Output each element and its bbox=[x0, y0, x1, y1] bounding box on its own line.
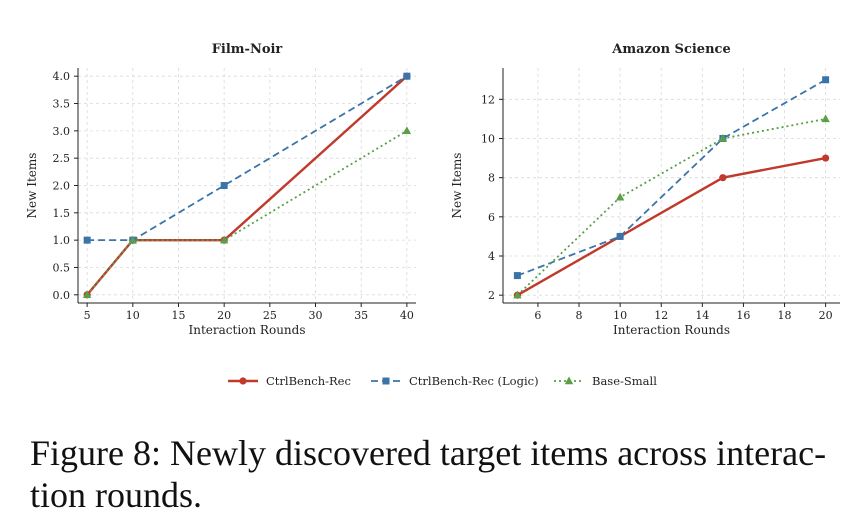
legend-label-base-small: Base-Small bbox=[592, 374, 657, 388]
x-tick-label: 10 bbox=[126, 309, 140, 322]
y-axis-label: New Items bbox=[450, 153, 464, 219]
y-tick-label: 6 bbox=[488, 211, 495, 224]
y-tick-label: 0.0 bbox=[53, 289, 71, 302]
data-point-ctrlbench-rec-logic bbox=[513, 272, 521, 280]
data-point-base-small bbox=[219, 235, 229, 244]
data-point-ctrlbench-rec-logic bbox=[822, 76, 830, 84]
data-point-base-small bbox=[82, 290, 92, 299]
x-tick-label: 20 bbox=[217, 309, 231, 322]
y-tick-label: 2.0 bbox=[53, 180, 71, 193]
data-point-base-small bbox=[821, 114, 830, 123]
data-point-base-small bbox=[513, 290, 522, 299]
series-line-ctrlbench-rec-logic bbox=[87, 75, 408, 242]
legend-marker-ctrlbench-rec bbox=[239, 377, 247, 385]
data-point-base-small bbox=[615, 192, 625, 201]
y-tick-label: 3.0 bbox=[53, 125, 71, 138]
y-tick-label: 1.5 bbox=[53, 207, 71, 220]
data-point-ctrlbench-rec-logic bbox=[83, 236, 91, 244]
data-point-ctrlbench-rec-logic bbox=[403, 72, 411, 80]
x-tick-label: 40 bbox=[400, 309, 414, 322]
data-point-base-small bbox=[128, 235, 138, 244]
x-tick-label: 16 bbox=[736, 309, 750, 322]
x-tick-label: 15 bbox=[171, 309, 185, 322]
figure-canvas: 5 10 15 20 25 30 35 40 0.0 0.5 1.0 1.5 2.0 2.5 3.0 3.5 4… bbox=[25, 42, 840, 388]
caption-line-1: Figure 8: Newly discovered target items … bbox=[30, 433, 827, 473]
series-line-ctrlbench-rec-logic bbox=[517, 78, 827, 277]
chart-title: Amazon Science bbox=[611, 42, 730, 57]
data-point-base-small bbox=[402, 126, 412, 135]
y-tick-label: 10 bbox=[481, 133, 495, 146]
legend-label-ctrlbench-rec: CtrlBench-Rec bbox=[266, 374, 351, 388]
x-tick-label: 14 bbox=[695, 309, 709, 322]
data-point-ctrlbench-rec-logic bbox=[616, 232, 624, 240]
y-tick-label: 8 bbox=[488, 172, 495, 185]
x-tick-label: 30 bbox=[309, 309, 323, 322]
figure-caption: Figure 8: Newly discovered target items … bbox=[30, 432, 860, 516]
series-line-base-small bbox=[516, 118, 826, 296]
x-tick-label: 20 bbox=[819, 309, 833, 322]
x-tick-label: 6 bbox=[534, 309, 541, 322]
panel-film-noir: 5 10 15 20 25 30 35 40 0.0 0.5 1.0 1.5 2.0 2.5 3.0 3.5 4… bbox=[25, 42, 416, 337]
x-tick-label: 5 bbox=[84, 309, 91, 322]
y-tick-label: 0.5 bbox=[53, 261, 71, 274]
data-point-ctrlbench-rec bbox=[719, 174, 727, 182]
chart-title: Film-Noir bbox=[212, 42, 283, 57]
y-tick-label: 1.0 bbox=[53, 234, 71, 247]
y-tick-label: 12 bbox=[481, 93, 495, 106]
y-tick-label: 4.0 bbox=[53, 70, 71, 83]
series-line-ctrlbench-rec bbox=[516, 156, 826, 297]
x-axis-label: Interaction Rounds bbox=[613, 323, 730, 337]
x-tick-label: 8 bbox=[576, 309, 583, 322]
caption-line-2: tion rounds. bbox=[30, 475, 203, 515]
y-axis-label: New Items bbox=[25, 153, 39, 219]
y-tick-label: 3.5 bbox=[53, 98, 71, 111]
y-tick-label: 4 bbox=[488, 250, 495, 263]
legend-label-ctrlbench-rec-logic: CtrlBench-Rec (Logic) bbox=[409, 374, 539, 388]
x-tick-label: 25 bbox=[263, 309, 277, 322]
x-tick-label: 12 bbox=[654, 309, 668, 322]
series-line-base-small bbox=[86, 130, 408, 296]
data-point-ctrlbench-rec bbox=[822, 154, 830, 162]
data-point-ctrlbench-rec-logic bbox=[220, 182, 228, 189]
x-tick-label: 18 bbox=[778, 309, 792, 322]
x-axis-label: Interaction Rounds bbox=[189, 323, 306, 337]
legend: CtrlBench-Rec CtrlBench-Rec (Logic) Base-S… bbox=[228, 374, 657, 388]
legend-marker-base-small bbox=[564, 376, 574, 385]
legend-marker-ctrlbench-rec-logic bbox=[382, 377, 390, 385]
x-tick-label: 35 bbox=[354, 309, 368, 322]
x-tick-label: 10 bbox=[613, 309, 627, 322]
panel-amazon-science: 6 8 10 12 14 16 18 20 2 4 6 8 10 12 Amazon Science Inte… bbox=[450, 42, 840, 337]
y-tick-label: 2.5 bbox=[53, 152, 71, 165]
data-point-base-small bbox=[718, 134, 728, 142]
y-tick-label: 2 bbox=[488, 289, 495, 302]
